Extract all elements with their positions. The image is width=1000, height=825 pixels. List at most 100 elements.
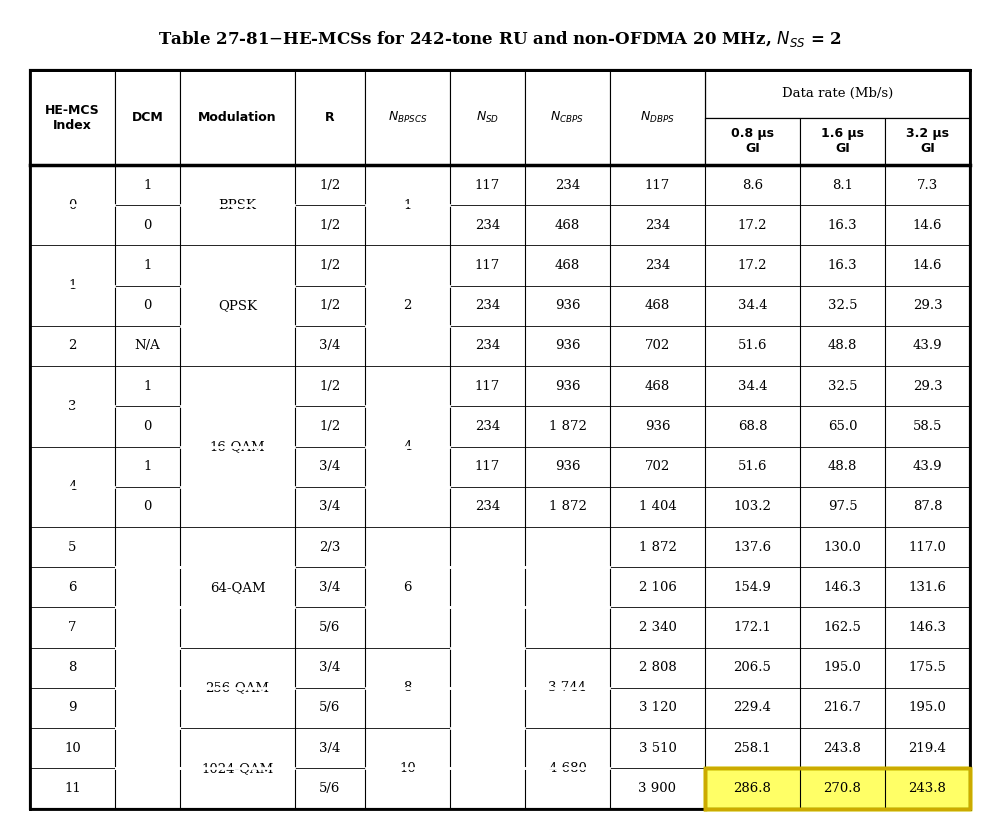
- Text: 6: 6: [68, 581, 77, 594]
- Text: 5/6: 5/6: [319, 782, 341, 795]
- Text: 229.4: 229.4: [734, 701, 771, 714]
- Text: 0: 0: [143, 500, 152, 513]
- Text: 1/2: 1/2: [319, 420, 341, 433]
- Text: 9: 9: [68, 701, 77, 714]
- Text: N/A: N/A: [135, 339, 160, 352]
- Text: 195.0: 195.0: [824, 661, 861, 674]
- Text: 175.5: 175.5: [909, 661, 946, 674]
- Text: 5: 5: [68, 540, 77, 554]
- Text: 468: 468: [645, 299, 670, 313]
- Text: 17.2: 17.2: [738, 259, 767, 272]
- Bar: [705, 768, 970, 808]
- Text: 8: 8: [68, 661, 77, 674]
- Text: 10: 10: [64, 742, 81, 755]
- Text: 1: 1: [143, 380, 152, 393]
- Text: QPSK: QPSK: [218, 299, 257, 313]
- Bar: [885, 117, 970, 165]
- Text: 3/4: 3/4: [319, 500, 341, 513]
- Bar: [30, 70, 970, 808]
- Text: 1: 1: [143, 259, 152, 272]
- Text: 48.8: 48.8: [828, 339, 857, 352]
- Text: 3: 3: [68, 400, 77, 412]
- Text: Table 27-81—HE-MCSs for 242-tone RU and non-OFDMA 20 MHz,: Table 27-81—HE-MCSs for 242-tone RU and …: [214, 122, 811, 139]
- Text: 34.4: 34.4: [738, 299, 767, 313]
- Text: 154.9: 154.9: [734, 581, 771, 594]
- Bar: [180, 70, 295, 165]
- Text: 103.2: 103.2: [734, 500, 771, 513]
- Text: 468: 468: [555, 219, 580, 232]
- Text: 14.6: 14.6: [913, 219, 942, 232]
- Text: 1: 1: [143, 460, 152, 474]
- Text: 8.6: 8.6: [742, 178, 763, 191]
- Text: 32.5: 32.5: [828, 299, 857, 313]
- Bar: [365, 70, 450, 165]
- Text: 936: 936: [555, 460, 580, 474]
- Text: 3/4: 3/4: [319, 460, 341, 474]
- Text: 234: 234: [645, 219, 670, 232]
- Text: 117: 117: [475, 259, 500, 272]
- Text: 256-QAM: 256-QAM: [206, 681, 270, 695]
- Text: 8: 8: [403, 681, 412, 695]
- Text: Data rate (Mb/s): Data rate (Mb/s): [782, 87, 893, 101]
- Text: 1: 1: [68, 279, 77, 292]
- Text: 130.0: 130.0: [824, 540, 861, 554]
- Text: 16.3: 16.3: [828, 219, 857, 232]
- Text: 146.3: 146.3: [823, 581, 861, 594]
- Text: 234: 234: [555, 178, 580, 191]
- Bar: [30, 70, 970, 165]
- Text: 87.8: 87.8: [913, 500, 942, 513]
- Text: 0: 0: [143, 420, 152, 433]
- Text: 1 872: 1 872: [639, 540, 676, 554]
- Text: 702: 702: [645, 339, 670, 352]
- Text: 243.8: 243.8: [824, 742, 861, 755]
- Bar: [450, 70, 525, 165]
- Text: 219.4: 219.4: [909, 742, 946, 755]
- Text: 2: 2: [403, 299, 412, 313]
- Text: 1/2: 1/2: [319, 299, 341, 313]
- Text: 172.1: 172.1: [734, 621, 771, 634]
- Text: 234: 234: [475, 420, 500, 433]
- Text: 43.9: 43.9: [913, 460, 942, 474]
- Text: 34.4: 34.4: [738, 380, 767, 393]
- Text: 3.2 μs
GI: 3.2 μs GI: [906, 127, 949, 155]
- Text: 14.6: 14.6: [913, 259, 942, 272]
- Text: 243.8: 243.8: [909, 782, 946, 795]
- Text: 2 106: 2 106: [639, 581, 676, 594]
- Text: 162.5: 162.5: [824, 621, 861, 634]
- Text: 468: 468: [555, 259, 580, 272]
- Text: 3/4: 3/4: [319, 581, 341, 594]
- Text: 936: 936: [645, 420, 670, 433]
- Text: 234: 234: [475, 500, 500, 513]
- Text: 234: 234: [475, 299, 500, 313]
- Text: 3/4: 3/4: [319, 339, 341, 352]
- Text: 58.5: 58.5: [913, 420, 942, 433]
- Text: 286.8: 286.8: [734, 782, 771, 795]
- Text: 1024-QAM: 1024-QAM: [201, 761, 274, 775]
- Text: 32.5: 32.5: [828, 380, 857, 393]
- Text: 3 900: 3 900: [639, 782, 676, 795]
- Text: 3 744: 3 744: [548, 681, 586, 695]
- Text: 0: 0: [143, 219, 152, 232]
- Bar: [705, 768, 970, 808]
- Text: 216.7: 216.7: [823, 701, 861, 714]
- Text: 234: 234: [475, 219, 500, 232]
- Text: 1/2: 1/2: [319, 219, 341, 232]
- Text: R: R: [325, 111, 335, 124]
- Text: 234: 234: [475, 339, 500, 352]
- Text: 3/4: 3/4: [319, 742, 341, 755]
- Text: 5/6: 5/6: [319, 701, 341, 714]
- Text: 195.0: 195.0: [909, 701, 946, 714]
- Text: 6: 6: [403, 581, 412, 594]
- Text: 51.6: 51.6: [738, 339, 767, 352]
- Bar: [800, 117, 885, 165]
- Text: 0: 0: [143, 299, 152, 313]
- Text: 117: 117: [475, 460, 500, 474]
- Text: 270.8: 270.8: [824, 782, 861, 795]
- Text: 468: 468: [645, 380, 670, 393]
- Text: 0: 0: [68, 199, 77, 212]
- Text: Table 27-81$-$HE-MCSs for 242-tone RU and non-OFDMA 20 MHz, $N_{SS}$ = 2: Table 27-81$-$HE-MCSs for 242-tone RU an…: [158, 29, 842, 49]
- Text: 117.0: 117.0: [909, 540, 946, 554]
- Text: 29.3: 29.3: [913, 380, 942, 393]
- Text: 97.5: 97.5: [828, 500, 857, 513]
- Text: 258.1: 258.1: [734, 742, 771, 755]
